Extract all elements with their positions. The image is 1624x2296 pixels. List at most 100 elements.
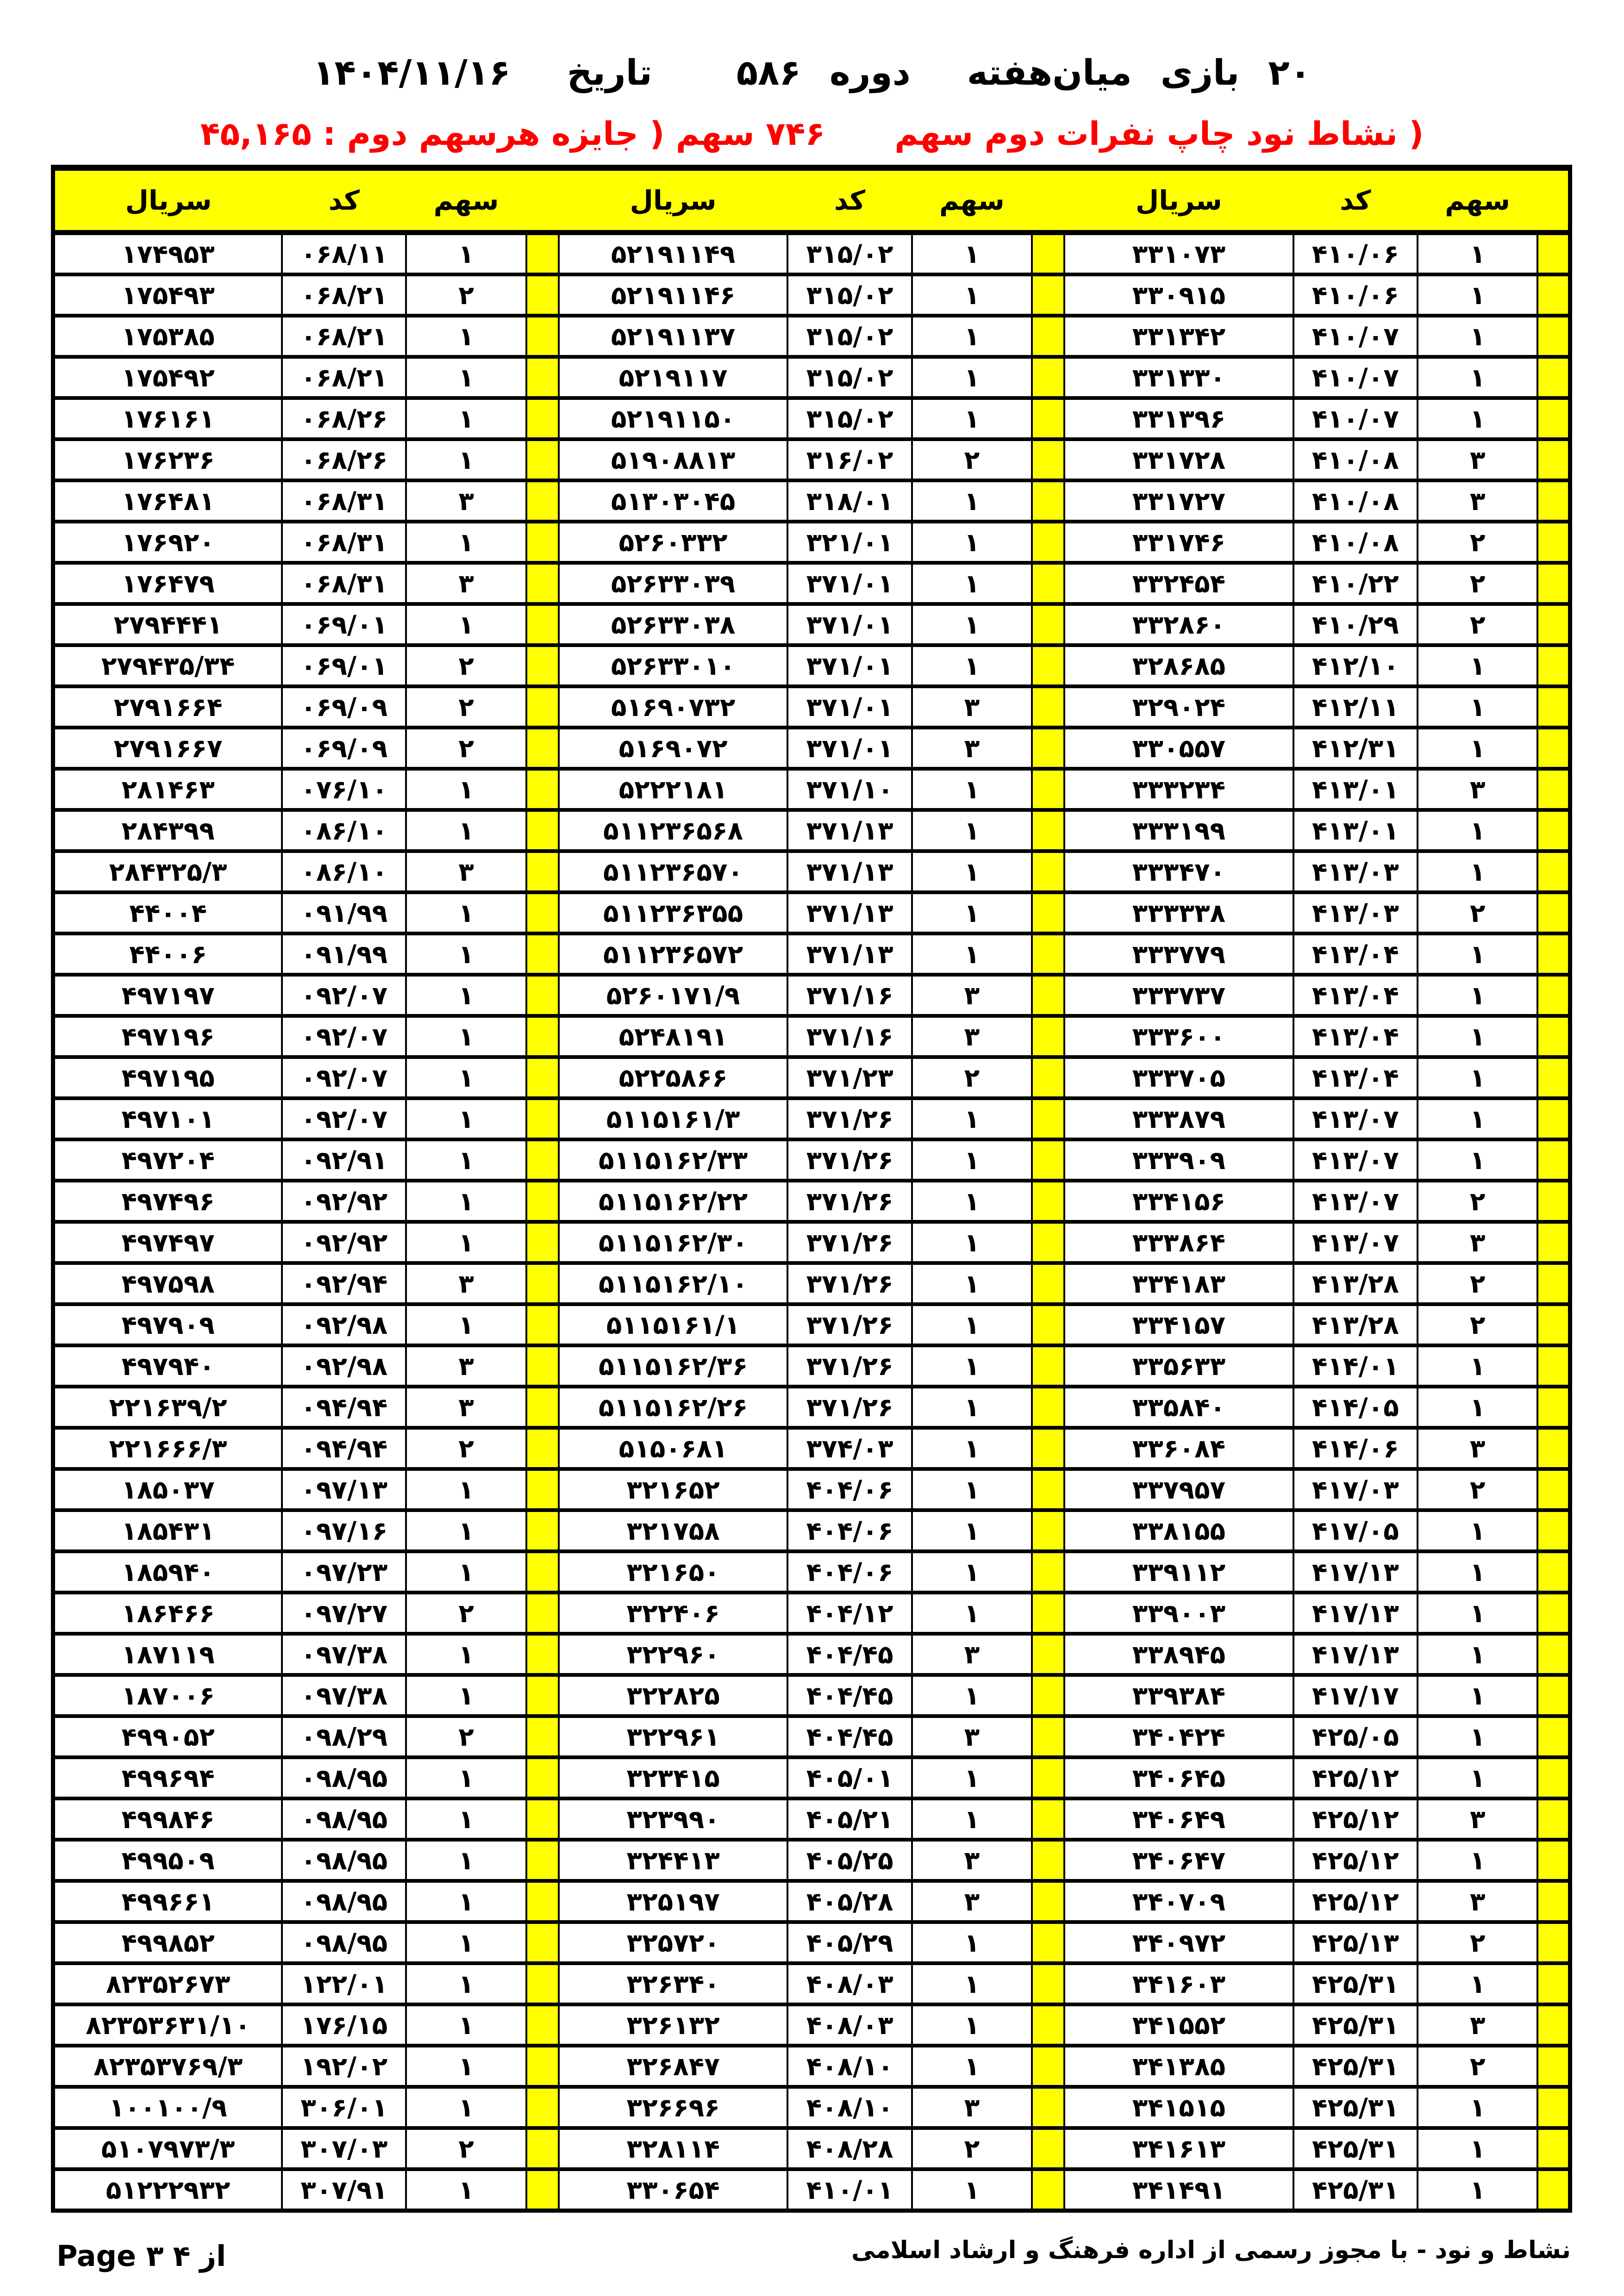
serial-cell: ۳۳۱۳۳۰ (1063, 355, 1294, 400)
share-cell: ۳ (405, 1344, 527, 1388)
share-cell: ۱ (405, 1220, 527, 1265)
code-cell: ۳۷۱/۱۶ (787, 1014, 913, 1059)
serial-cell: ۱۷۵۴۹۲ (52, 355, 283, 400)
group-separator (525, 1138, 560, 1182)
column-header-code: كد (787, 165, 912, 235)
serial-cell: ۵۱۱۲۳۶۵۷۲ (557, 932, 789, 977)
serial-cell: ۱۸۵۹۴۰ (52, 1549, 283, 1594)
code-cell: ۰۶۸/۲۱ (281, 273, 407, 317)
serial-cell: ۳۳۶۰۸۴ (1063, 1426, 1294, 1471)
edge-strip (1537, 437, 1571, 482)
share-cell: ۱ (405, 1673, 527, 1718)
serial-cell: ۳۲۳۹۹۰ (557, 1797, 789, 1842)
share-cell: ۱ (405, 314, 527, 359)
page-number: Page ۳ ۴ از (56, 2239, 226, 2273)
edge-strip (1537, 2167, 1571, 2213)
share-cell: ۱ (1416, 396, 1539, 441)
group-separator (1031, 1302, 1066, 1347)
code-cell: ۳۲۱/۰۱ (787, 520, 913, 565)
edge-strip (1537, 2044, 1571, 2089)
table-row: ۸۲۳۵۲۶۷۳ ۱۲۲/۰۱ ۱ ۳۲۶۳۴۰ ۴۰۸/۰۳ ۱ ۳۴۱۶۰۳ ۴۲۵/۳۱… (52, 1961, 1571, 2006)
share-cell: ۱ (405, 1632, 527, 1677)
edge-strip (1537, 1755, 1571, 1800)
code-cell: ۱۹۲/۰۲ (281, 2044, 407, 2089)
serial-cell: ۵۲۱۹۱۱۵۰ (557, 396, 789, 441)
share-cell: ۱ (911, 1385, 1033, 1430)
serial-cell: ۵۱۱۵۱۶۲/۳۶ (557, 1344, 789, 1388)
table-row: ۲۸۴۳۲۵/۳ ۰۸۶/۱۰ ۳ ۵۱۱۲۳۶۵۷۰ ۳۷۱/۱۳ ۱ ۳۳۳۴۷۰ ۴۱۳… (52, 849, 1571, 894)
group-separator (1031, 684, 1066, 729)
code-cell: ۳۷۱/۲۶ (787, 1344, 913, 1388)
share-cell: ۳ (1416, 1879, 1539, 1924)
code-cell: ۰۷۶/۱۰ (281, 767, 407, 812)
group-separator (1031, 437, 1066, 482)
serial-cell: ۴۹۹۸۵۲ (52, 1920, 283, 1965)
edge-strip (1537, 520, 1571, 565)
edge-strip (1537, 1508, 1571, 1553)
code-cell: ۰۶۸/۳۱ (281, 520, 407, 565)
share-cell: ۳ (1416, 1426, 1539, 1471)
group-separator (525, 437, 560, 482)
group-separator (525, 1508, 560, 1553)
code-cell: ۴۱۰/۰۶ (1292, 230, 1419, 276)
code-cell: ۴۰۸/۲۸ (787, 2126, 913, 2171)
group-separator (1031, 1138, 1066, 1182)
serial-cell: ۱۸۵۰۳۷ (52, 1467, 283, 1512)
code-cell: ۴۲۵/۱۲ (1292, 1879, 1419, 1924)
code-cell: ۴۱۳/۰۴ (1292, 1014, 1419, 1059)
serial-cell: ۵۲۲۵۸۶۶ (557, 1055, 789, 1100)
edge-strip (1537, 973, 1571, 1018)
share-cell: ۱ (1416, 1055, 1539, 1100)
table-row: ۱۷۵۳۸۵ ۰۶۸/۲۱ ۱ ۵۲۱۹۱۱۳۷ ۳۱۵/۰۲ ۱ ۳۳۱۳۴۲ ۴۱۰/۰۷… (52, 314, 1571, 359)
code-cell: ۳۷۱/۰۱ (787, 643, 913, 688)
group-separator (1031, 726, 1066, 771)
group-separator (525, 2085, 560, 2130)
share-cell: ۲ (1416, 602, 1539, 647)
code-cell: ۴۱۳/۰۷ (1292, 1220, 1419, 1265)
edge-strip (1537, 1591, 1571, 1636)
group-separator (525, 1714, 560, 1759)
share-cell: ۱ (911, 314, 1033, 359)
table-row: ۱۸۷۰۰۶ ۰۹۷/۳۸ ۱ ۳۲۲۸۲۵ ۴۰۴/۴۵ ۱ ۳۳۹۳۸۴ ۴۱۷/۱۷ ۱ (52, 1673, 1571, 1718)
code-cell: ۳۷۱/۰۱ (787, 602, 913, 647)
code-cell: ۴۰۸/۰۳ (787, 2003, 913, 2047)
group-separator (525, 1096, 560, 1141)
edge-strip (1537, 1014, 1571, 1059)
serial-cell: ۲۷۹۴۳۵/۳۴ (52, 643, 283, 688)
serial-cell: ۳۳۳۱۹۹ (1063, 808, 1294, 853)
edge-strip (1537, 1138, 1571, 1182)
code-cell: ۰۶۸/۱۱ (281, 230, 407, 276)
share-cell: ۱ (405, 1467, 527, 1512)
edge-strip (1537, 1261, 1571, 1306)
code-cell: ۴۱۰/۰۷ (1292, 314, 1419, 359)
share-cell: ۱ (911, 1961, 1033, 2006)
table-row: ۲۲۱۶۶۶/۳ ۰۹۴/۹۴ ۲ ۵۱۵۰۶۸۱ ۳۷۴/۰۳ ۱ ۳۳۶۰۸۴ ۴۱۴/۰… (52, 1426, 1571, 1471)
serial-cell: ۳۴۰۷۰۹ (1063, 1879, 1294, 1924)
group-separator (525, 2126, 560, 2171)
table-row: ۴۹۷۱۰۱ ۰۹۲/۰۷ ۱ ۵۱۱۵۱۶۱/۳ ۳۷۱/۲۶ ۱ ۳۳۳۸۷۹ ۴۱۳/۰… (52, 1096, 1571, 1141)
serial-cell: ۳۳۷۹۵۷ (1063, 1467, 1294, 1512)
code-cell: ۴۲۵/۳۱ (1292, 1961, 1419, 2006)
share-cell: ۱ (911, 355, 1033, 400)
share-cell: ۱ (911, 1220, 1033, 1265)
edge-strip (1537, 1797, 1571, 1842)
code-cell: ۰۹۷/۳۸ (281, 1632, 407, 1677)
table-row: ۱۸۵۰۳۷ ۰۹۷/۱۳ ۱ ۳۲۱۶۵۲ ۴۰۴/۰۶ ۱ ۳۳۷۹۵۷ ۴۱۷/۰۳ ۲ (52, 1467, 1571, 1512)
group-separator (1031, 2044, 1066, 2089)
code-cell: ۴۰۵/۲۹ (787, 1920, 913, 1965)
edge-strip (1537, 1385, 1571, 1430)
share-cell: ۱ (911, 1591, 1033, 1636)
share-cell: ۱ (405, 2167, 527, 2213)
serial-cell: ۴۹۷۱۰۱ (52, 1096, 283, 1141)
share-cell: ۱ (1416, 230, 1539, 276)
serial-cell: ۳۳۳۷۰۵ (1063, 1055, 1294, 1100)
serial-cell: ۳۳۴۱۵۷ (1063, 1302, 1294, 1347)
group-separator (1031, 314, 1066, 359)
serial-cell: ۵۲۶۳۳۰۳۹ (557, 561, 789, 606)
code-cell: ۴۱۳/۰۴ (1292, 1055, 1419, 1100)
code-cell: ۴۰۵/۲۱ (787, 1797, 913, 1842)
edge-strip (1537, 602, 1571, 647)
code-cell: ۳۷۱/۲۶ (787, 1096, 913, 1141)
table-row: ۵۱۰۷۹۷۳/۳ ۳۰۷/۰۳ ۲ ۳۲۸۱۱۴ ۴۰۸/۲۸ ۲ ۳۴۱۶۱۳ ۴۲۵/۳… (52, 2126, 1571, 2171)
code-cell: ۴۱۷/۱۳ (1292, 1632, 1419, 1677)
